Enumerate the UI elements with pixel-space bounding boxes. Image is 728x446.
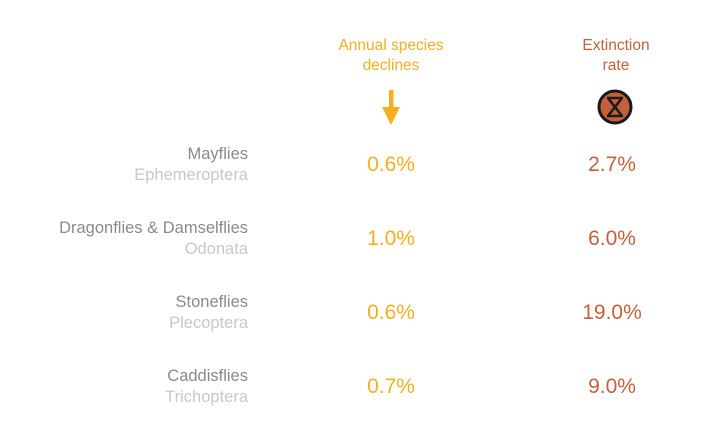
- common-name: Mayflies: [187, 145, 248, 163]
- extinction-rate-value: 9.0%: [588, 375, 636, 398]
- annual-declines-value: 1.0%: [367, 227, 415, 250]
- table-row: Stoneflies Plecoptera 0.6% 19.0%: [0, 292, 728, 340]
- latin-name: Plecoptera: [169, 314, 248, 332]
- common-name: Dragonflies & Damselflies: [59, 219, 248, 237]
- table-row: Caddisflies Trichoptera 0.7% 9.0%: [0, 366, 728, 414]
- extinction-rate-value: 2.7%: [588, 153, 636, 176]
- annual-declines-value: 0.6%: [367, 301, 415, 324]
- latin-name: Odonata: [184, 240, 248, 258]
- latin-name: Ephemeroptera: [134, 166, 248, 184]
- column-header-line: Extinction: [582, 37, 650, 54]
- table-row: Dragonflies & Damselflies Odonata 1.0% 6…: [0, 218, 728, 266]
- column-header-line: Annual species: [338, 37, 444, 54]
- species-name: Stoneflies Plecoptera: [169, 292, 248, 334]
- extinction-rate-value: 19.0%: [582, 301, 642, 324]
- table-row: Mayflies Ephemeroptera 0.6% 2.7%: [0, 144, 728, 192]
- column-header-extinction-rate: Extinction rate: [541, 36, 691, 76]
- annual-declines-value: 0.6%: [367, 153, 415, 176]
- column-header-line: declines: [362, 57, 420, 74]
- common-name: Caddisflies: [167, 367, 248, 385]
- hourglass-extinction-icon: [597, 89, 633, 125]
- extinction-rate-value: 6.0%: [588, 227, 636, 250]
- down-arrow-icon: [382, 90, 400, 125]
- species-name: Mayflies Ephemeroptera: [134, 144, 248, 186]
- annual-declines-value: 0.7%: [367, 375, 415, 398]
- latin-name: Trichoptera: [165, 388, 248, 406]
- column-header-annual-declines: Annual species declines: [316, 36, 466, 76]
- species-name: Caddisflies Trichoptera: [165, 366, 248, 408]
- species-name: Dragonflies & Damselflies Odonata: [59, 218, 248, 260]
- common-name: Stoneflies: [175, 293, 248, 311]
- column-header-line: rate: [602, 57, 630, 74]
